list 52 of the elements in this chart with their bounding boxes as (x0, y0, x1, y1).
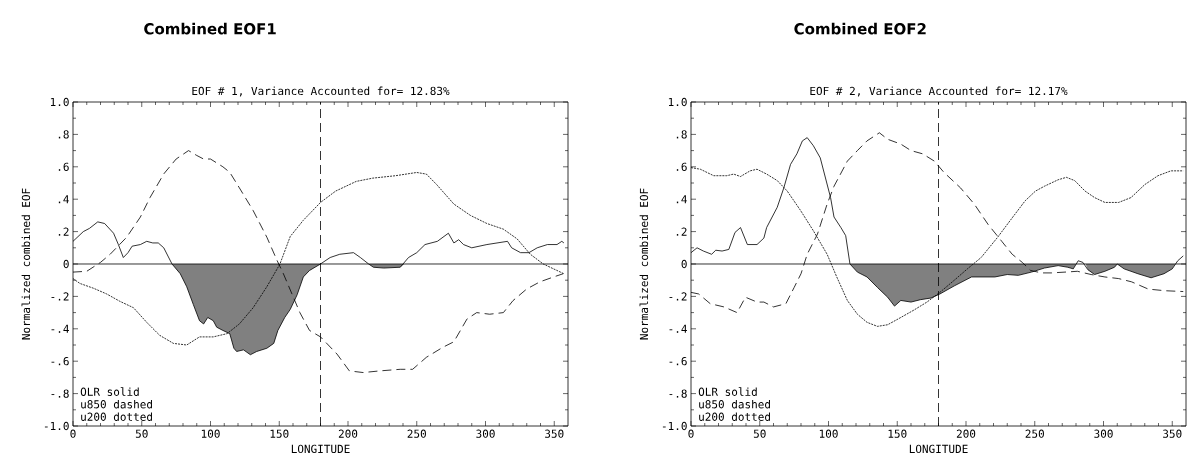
x-tick-label: 300 (1094, 429, 1113, 438)
y-tick-label: -.4 (669, 324, 687, 333)
annotation: u850 dashed (81, 399, 152, 409)
x-tick-label: 50 (753, 429, 766, 438)
x-tick-label: 0 (70, 429, 76, 438)
x-axis-title: LONGITUDE (291, 444, 350, 454)
x-tick-label: 300 (476, 429, 495, 438)
y-tick-label: -.6 (51, 357, 69, 366)
annotation: OLR solid (698, 387, 757, 396)
y-tick-label: -.8 (51, 389, 69, 398)
x-tick-label: 250 (1025, 429, 1044, 438)
x-tick-label: 150 (888, 429, 907, 438)
annotation: u200 dotted (699, 412, 770, 421)
y-tick-label: 0 (63, 259, 69, 269)
x-tick-label: 350 (545, 429, 564, 438)
y-tick-label: .6 (676, 162, 687, 171)
y-axis-title: Normalized combined EOF (21, 188, 31, 340)
y-tick-label: .2 (676, 227, 687, 236)
y-tick-label: 1.0 (668, 97, 687, 107)
x-tick-label: 50 (135, 429, 148, 438)
y-tick-label: -.8 (669, 389, 687, 398)
chart-title: Combined EOF1 (144, 22, 276, 35)
chart-subtitle: EOF # 2, Variance Accounted for= 12.17% (810, 86, 1068, 97)
annotation: u200 dotted (81, 412, 152, 421)
chart-title: Combined EOF2 (794, 22, 926, 35)
y-tick-label: -1.0 (44, 421, 69, 431)
x-tick-label: 150 (270, 429, 289, 438)
x-tick-label: 200 (338, 429, 358, 438)
y-tick-label: -.6 (669, 357, 687, 366)
y-tick-label: -.4 (51, 324, 69, 333)
y-tick-label: .6 (58, 162, 69, 171)
y-tick-label: .8 (676, 130, 687, 139)
x-axis-title: LONGITUDE (909, 444, 968, 454)
x-tick-label: 350 (1163, 429, 1182, 438)
x-tick-label: 200 (956, 429, 976, 438)
x-tick-label: 250 (407, 429, 426, 438)
y-tick-label: .2 (58, 227, 69, 236)
y-tick-label: .4 (676, 195, 687, 204)
y-tick-label: 1.0 (50, 97, 69, 107)
y-axis-title: Normalized combined EOF (639, 188, 649, 340)
y-tick-label: .4 (58, 195, 69, 204)
y-tick-label: .8 (58, 130, 69, 139)
y-tick-label: -1.0 (662, 421, 687, 431)
annotation: OLR solid (80, 387, 139, 396)
y-tick-label: 0 (681, 259, 687, 269)
x-tick-label: 100 (201, 429, 220, 438)
x-tick-label: 100 (819, 429, 838, 438)
y-tick-label: -.2 (669, 292, 687, 301)
x-tick-label: 0 (688, 429, 694, 438)
chart-subtitle: EOF # 1, Variance Accounted for= 12.83% (192, 86, 450, 97)
y-tick-label: -.2 (51, 292, 69, 301)
annotation: u850 dashed (699, 399, 770, 409)
